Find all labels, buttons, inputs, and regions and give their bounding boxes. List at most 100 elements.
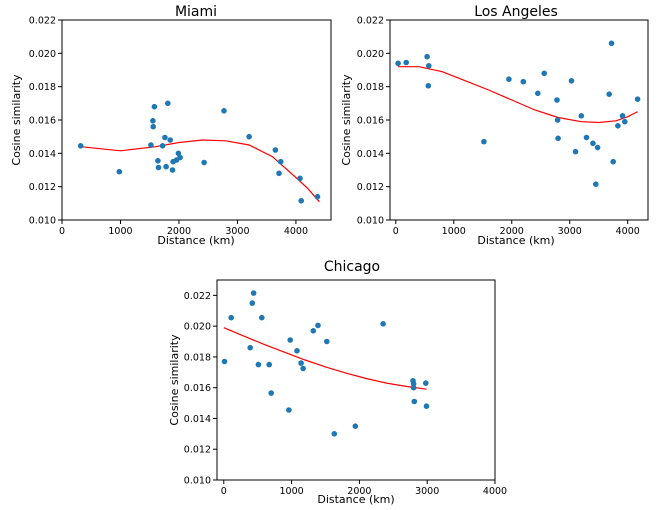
data-point [246,133,252,140]
data-point [594,144,601,151]
x-tick-label: 3000 [225,226,249,237]
data-point [315,322,321,329]
data-point [150,123,156,130]
x-axis-label: Distance (km) [157,234,234,247]
y-tick-label: 0.018 [29,82,56,93]
y-tick-label: 0.012 [184,445,211,456]
data-point [228,314,234,321]
x-tick-label: 1000 [108,226,132,237]
data-point [331,431,338,437]
data-point [169,167,176,173]
data-point [606,91,612,97]
data-point [554,117,561,123]
data-point [276,170,282,177]
y-tick-label: 0.016 [29,116,56,127]
data-point [423,403,430,410]
data-point [221,108,227,114]
y-tick-label: 0.018 [357,82,384,93]
data-point [259,314,265,321]
data-point [155,164,162,171]
y-tick-label: 0.014 [357,149,384,160]
data-point [298,198,305,204]
fit-line [398,66,638,124]
x-tick-label: 2000 [167,226,191,237]
y-tick-label: 0.020 [357,49,384,60]
panel-miami: Miami Distance (km) Cosine similarity 0 1… [10,4,332,247]
data-point [314,193,321,200]
y-tick-label: 0.014 [29,149,56,160]
y-tick-label: 0.010 [29,216,56,227]
data-point [411,398,418,405]
data-point [159,143,166,149]
data-point [266,361,273,368]
data-point [297,175,303,182]
data-point [568,78,575,84]
data-point [249,300,256,306]
data-point [572,148,579,155]
data-point [300,365,306,372]
data-point [167,137,173,143]
data-point [177,154,183,161]
y-tick-label: 0.018 [184,352,211,363]
data-point [403,59,410,66]
data-point [535,90,541,97]
data-point [481,138,487,145]
data-point [380,321,386,327]
data-point [277,158,284,165]
data-point [298,360,304,366]
data-point [162,134,168,141]
y-tick-label: 0.010 [184,476,211,487]
data-point [310,328,317,334]
chart-title: Los Angeles [474,4,558,20]
x-tick-label: 4000 [616,226,640,237]
x-tick-label: 4000 [284,226,308,237]
data-point [148,142,154,148]
x-tick-label: 3000 [415,486,439,497]
data-point [324,338,330,345]
x-tick-label: 3000 [558,226,582,237]
data-point [622,118,628,125]
data-point [294,348,300,354]
chart-title: Chicago [324,259,380,275]
data-point [424,53,430,60]
data-point [155,158,161,164]
y-tick-label: 0.012 [357,182,384,193]
data-point [395,60,401,67]
y-tick-label: 0.020 [184,322,211,333]
data-point [619,113,626,119]
chart-title: Miami [175,4,217,20]
data-point [221,358,228,365]
data-point [165,100,171,107]
x-tick-label: 2000 [347,486,371,497]
y-tick-label: 0.022 [29,16,56,27]
y-tick-label: 0.016 [184,383,211,394]
y-tick-label: 0.014 [184,414,211,425]
y-axis-label: Cosine similarity [10,74,23,166]
data-point [272,147,279,153]
data-point [201,159,207,166]
y-tick-label: 0.012 [29,182,56,193]
data-point [608,40,615,47]
data-point [423,380,429,386]
plot-frame [216,279,496,481]
y-tick-label: 0.022 [357,16,384,27]
x-tick-label: 0 [59,226,65,237]
y-tick-label: 0.016 [357,116,384,127]
data-point [615,123,621,129]
data-point [151,103,158,110]
data-point [506,76,512,82]
data-point [163,163,169,170]
data-point [590,140,596,147]
fit-line [223,327,427,390]
y-tick-label: 0.010 [357,216,384,227]
data-point [410,381,417,387]
data-point [255,361,262,368]
data-point [287,337,294,343]
data-point [250,290,257,296]
y-tick-label: 0.020 [29,49,56,60]
y-tick-label: 0.022 [184,291,211,302]
x-tick-label: 2000 [500,226,524,237]
data-point [554,97,560,103]
data-point [541,70,547,77]
